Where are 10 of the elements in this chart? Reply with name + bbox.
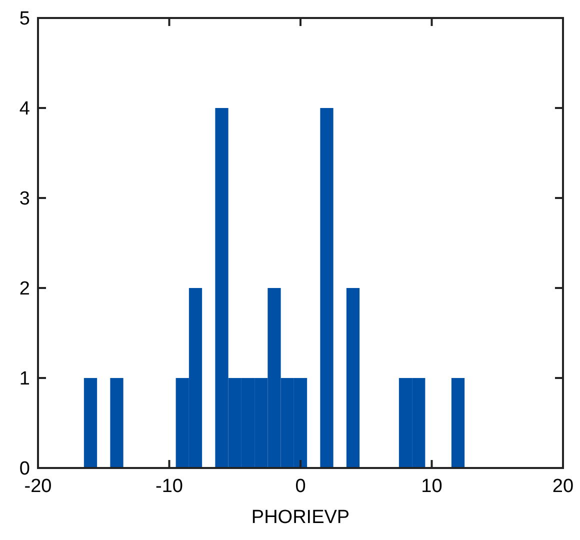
x-tick-label: -10 — [156, 476, 183, 497]
x-tick-label: 0 — [295, 476, 306, 497]
x-tick-label: 20 — [552, 476, 574, 497]
y-tick-label: 2 — [19, 278, 30, 300]
y-tick-label: 4 — [19, 98, 30, 120]
y-tick-label: 5 — [19, 8, 30, 30]
y-tick-label: 1 — [19, 368, 30, 390]
x-tick-label: 10 — [421, 476, 442, 497]
y-tick-label: 3 — [19, 188, 30, 210]
x-axis-title: PHORIEVP — [251, 507, 350, 528]
